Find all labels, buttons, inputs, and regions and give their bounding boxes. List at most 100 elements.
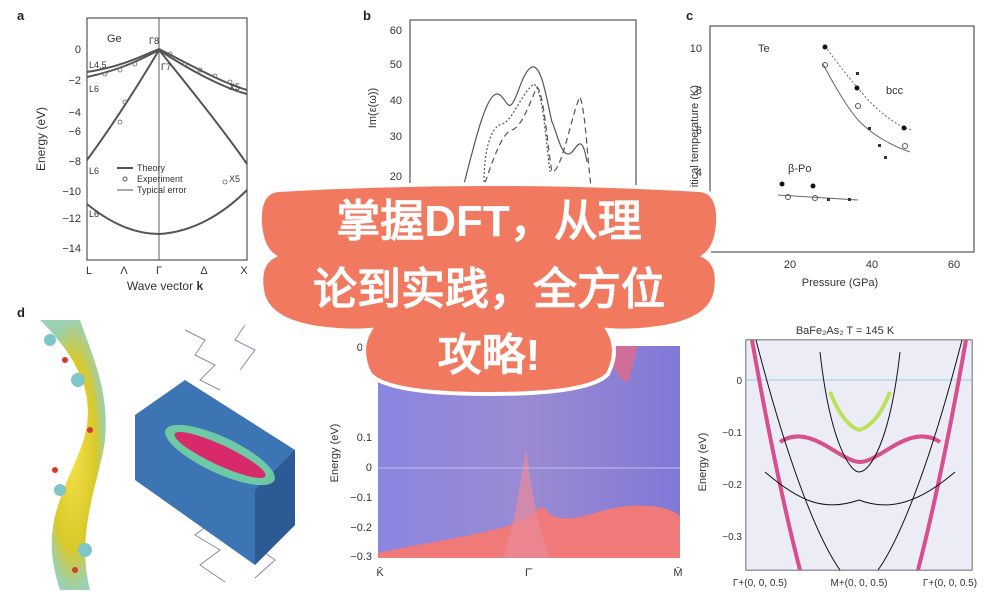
f-highlight-band xyxy=(828,391,892,433)
f-title: BaFe₂As₂ T = 145 K xyxy=(796,325,895,337)
c-point-filled xyxy=(779,181,785,187)
f-xtick: Γ+(0, 0, 0.5) xyxy=(733,578,787,589)
c-point-error xyxy=(848,198,851,201)
a-ytick: −4 xyxy=(68,107,81,119)
b-ytick: 60 xyxy=(390,25,402,37)
c-ylabel: Critical temperature (K) xyxy=(689,85,701,199)
b-curve-solid xyxy=(461,66,588,192)
a-point-label: Γ7 xyxy=(161,62,171,72)
legend-error: Typical error xyxy=(137,185,187,195)
a-ylabel: Energy (eV) xyxy=(34,107,48,171)
exp-point xyxy=(117,67,123,73)
exp-point xyxy=(117,119,123,125)
e-xtick: K̄ xyxy=(376,566,384,579)
f-band xyxy=(778,434,942,465)
f-xtick: M+(0, 0, 0.5) xyxy=(831,578,888,589)
a-point-label: X5 xyxy=(229,174,240,184)
c-point-error xyxy=(884,156,887,159)
f-band xyxy=(750,339,802,571)
panel-d-molecular-surface xyxy=(40,320,106,590)
c-point-open xyxy=(822,62,828,68)
band-curve xyxy=(86,48,248,95)
exp-point xyxy=(182,61,188,67)
e-ytick: −0.1 xyxy=(350,492,372,504)
panel-b-frame xyxy=(409,19,637,192)
c-point-filled xyxy=(822,44,828,50)
c-point-error xyxy=(856,72,859,75)
slab-side xyxy=(255,450,295,565)
a-ytick: 0 xyxy=(75,44,81,56)
a-ytick: −10 xyxy=(62,186,81,198)
b-ytick: 40 xyxy=(390,95,402,107)
panel-label-b: b xyxy=(363,8,371,23)
a-xtick: Λ xyxy=(120,265,128,277)
surface-patch xyxy=(44,334,56,346)
e-ylabel: Energy (eV) xyxy=(329,424,341,483)
surface-patch xyxy=(78,543,92,557)
panel-label-c: c xyxy=(686,8,694,23)
b-curve-dashed xyxy=(481,86,593,192)
dirac-cone xyxy=(503,448,550,558)
exp-point xyxy=(167,51,173,57)
a-ytick: −6 xyxy=(68,126,81,138)
exp-point xyxy=(227,79,233,85)
exp-point xyxy=(132,61,138,67)
e-xtick: Γ̄ xyxy=(525,567,533,579)
f-calc-band xyxy=(764,471,956,506)
panel-f-arpes: BaFe₂As₂ T = 145 K 0 −0.1 −0.2 −0.3 Ener… xyxy=(697,325,977,589)
panel-d-density-slab xyxy=(135,324,295,583)
a-material: Ge xyxy=(107,33,122,45)
f-calc-band xyxy=(819,351,901,473)
c-bpo-label: β-Po xyxy=(788,163,811,175)
c-point-open xyxy=(855,103,861,109)
c-point-filled xyxy=(810,183,816,189)
surface-patch xyxy=(54,484,66,496)
dna-surface xyxy=(40,320,106,590)
density-core xyxy=(174,432,266,478)
a-ytick: −8 xyxy=(68,156,81,168)
f-ytick: −0.3 xyxy=(722,532,742,543)
e-xtick: M̄ xyxy=(673,566,682,579)
c-point-error xyxy=(878,144,881,147)
surface-hotspot xyxy=(62,357,68,363)
a-point-label: L6 xyxy=(89,166,99,176)
a-point-label: Γ8 xyxy=(149,36,159,46)
panel-label-a: a xyxy=(17,8,25,23)
a-xtick: X xyxy=(240,265,248,277)
panel-b-dielectric: 60 50 40 30 20 Im(ε(ω)) xyxy=(367,19,637,192)
c-point-open xyxy=(785,194,791,200)
a-xlabel: Wave vector k xyxy=(127,279,204,292)
c-point-error xyxy=(827,198,830,201)
e-ytick: 0 xyxy=(366,462,372,474)
b-ytick: 50 xyxy=(390,59,402,71)
molecule-bond xyxy=(234,324,256,371)
a-point-label: L6 xyxy=(89,209,99,219)
legend-experiment-marker xyxy=(122,176,128,182)
c-ytick: 6 xyxy=(696,125,702,137)
c-point-open xyxy=(902,143,908,149)
c-xlabel: Pressure (GPa) xyxy=(802,277,878,289)
exp-point xyxy=(222,179,228,185)
f-ytick: −0.2 xyxy=(722,480,742,491)
banner-line-1: 掌握DFT，从理 xyxy=(336,197,642,246)
a-xtick: Δ xyxy=(200,265,208,277)
c-xtick: 20 xyxy=(784,259,796,271)
c-point-filled xyxy=(854,85,860,91)
c-xtick: 40 xyxy=(866,259,878,271)
b-ytick: 30 xyxy=(390,131,402,143)
a-ytick: −12 xyxy=(62,213,81,225)
e-ytick: −0.3 xyxy=(350,551,372,563)
panel-a-band-structure: 0 −2 −4 −6 −8 −10 −12 −14 L Λ Γ Δ X Wave… xyxy=(34,17,248,292)
f-calc-band xyxy=(755,339,841,571)
a-point-label: L4,5 xyxy=(89,60,107,70)
band-curve xyxy=(86,48,248,165)
molecule-bond xyxy=(184,329,221,391)
b-ylabel: Im(ε(ω)) xyxy=(367,88,379,128)
surface-hotspot xyxy=(52,467,58,473)
c-curve-solid xyxy=(822,63,911,153)
c-point-open xyxy=(812,195,818,201)
c-bcc-label: bcc xyxy=(886,85,904,97)
panel-a-frame xyxy=(86,17,248,261)
f-ylabel: Energy (eV) xyxy=(697,433,709,492)
banner-line-2: 论到实践，全方位 xyxy=(313,264,665,314)
